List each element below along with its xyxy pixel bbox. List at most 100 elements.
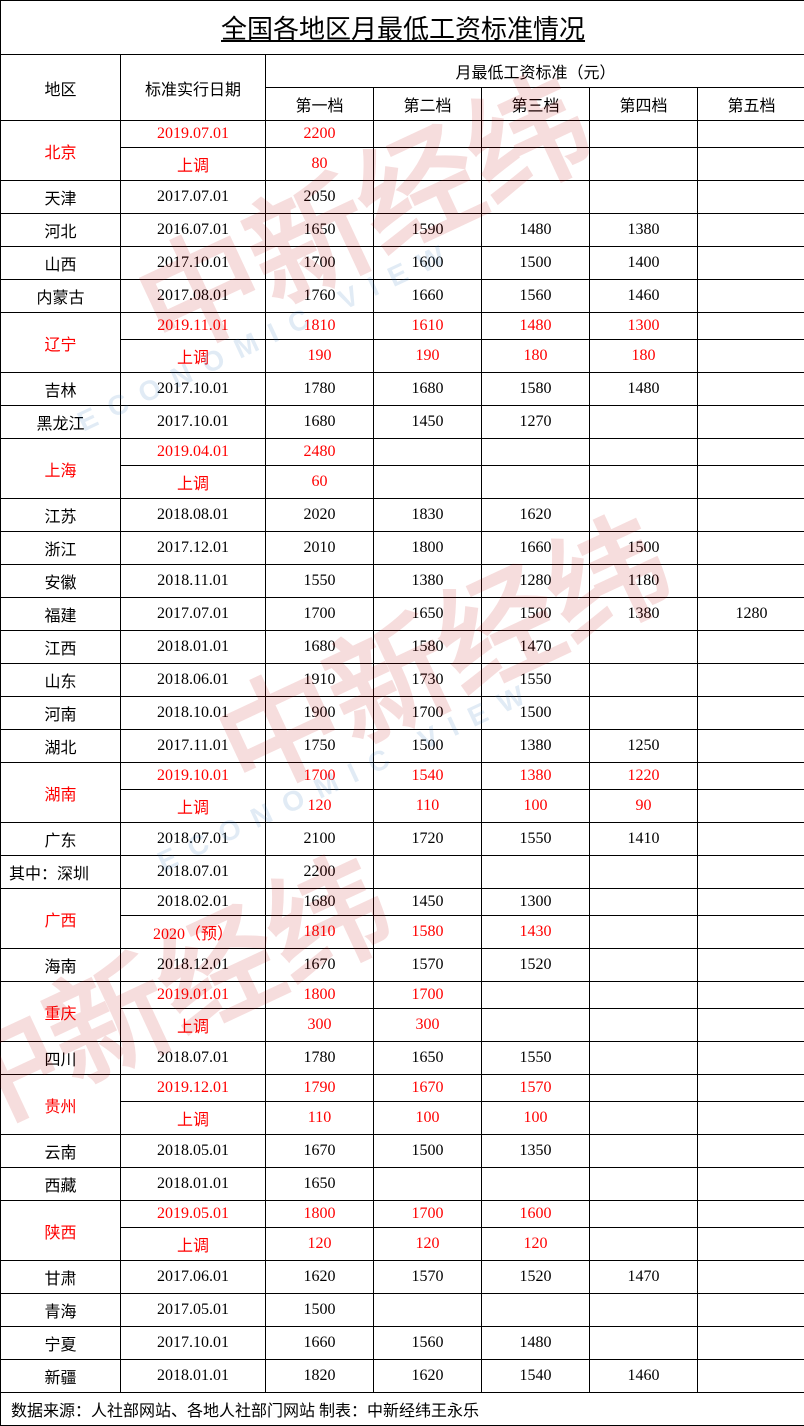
tier-cell <box>698 121 804 148</box>
table-row: 重庆2019.01.0118001700 <box>1 982 804 1009</box>
tier-cell: 1480 <box>482 313 590 340</box>
region-cell: 甘肃 <box>1 1261 121 1294</box>
table-row: 山西2017.10.011700160015001400 <box>1 247 804 280</box>
tier-cell: 1300 <box>482 889 590 916</box>
tier-cell: 1790 <box>266 1075 374 1102</box>
header-row-1: 地区 标准实行日期 月最低工资标准（元） <box>1 55 804 88</box>
tier-cell: 1810 <box>266 313 374 340</box>
tier-cell: 1780 <box>266 1042 374 1075</box>
tier-cell: 1580 <box>374 916 482 949</box>
tier-cell: 1620 <box>374 1360 482 1393</box>
region-cell: 内蒙古 <box>1 280 121 313</box>
table-row: 宁夏2017.10.01166015601480 <box>1 1327 804 1360</box>
tier-cell <box>698 916 804 949</box>
region-cell: 青海 <box>1 1294 121 1327</box>
region-cell: 西藏 <box>1 1168 121 1201</box>
tier-cell: 1540 <box>482 1360 590 1393</box>
tier-cell: 180 <box>482 340 590 373</box>
tier-cell <box>374 181 482 214</box>
tier-cell <box>698 214 804 247</box>
tier-cell <box>482 466 590 499</box>
tier-cell <box>374 148 482 181</box>
tier-cell: 1620 <box>482 499 590 532</box>
table-row: 贵州2019.12.01179016701570 <box>1 1075 804 1102</box>
tier-cell <box>374 439 482 466</box>
header-tier-3: 第三档 <box>482 88 590 121</box>
table-row: 内蒙古2017.08.011760166015601460 <box>1 280 804 313</box>
tier-cell: 1580 <box>482 373 590 406</box>
region-cell: 浙江 <box>1 532 121 565</box>
table-row: 河北2016.07.011650159014801380 <box>1 214 804 247</box>
tier-cell <box>482 856 590 889</box>
tier-cell <box>698 856 804 889</box>
tier-cell <box>698 439 804 466</box>
tier-cell: 300 <box>374 1009 482 1042</box>
tier-cell: 1670 <box>266 1135 374 1168</box>
table-row: 浙江2017.12.012010180016601500 <box>1 532 804 565</box>
region-cell: 天津 <box>1 181 121 214</box>
tier-cell: 120 <box>374 1228 482 1261</box>
date-cell: 上调 <box>121 340 266 373</box>
tier-cell: 100 <box>482 790 590 823</box>
tier-cell: 1380 <box>374 565 482 598</box>
footer-row: 数据来源：人社部网站、各地人社部门网站 制表：中新经纬王永乐 <box>1 1393 804 1426</box>
tier-cell: 1380 <box>482 763 590 790</box>
table-row: 福建2017.07.0117001650150013801280 <box>1 598 804 631</box>
tier-cell: 1480 <box>482 214 590 247</box>
tier-cell: 1700 <box>374 1201 482 1228</box>
table-row: 上调120120120 <box>1 1228 804 1261</box>
tier-cell: 1800 <box>266 982 374 1009</box>
tier-cell <box>698 1261 804 1294</box>
tier-cell: 1520 <box>482 1261 590 1294</box>
tier-cell: 1830 <box>374 499 482 532</box>
tier-cell <box>590 1294 698 1327</box>
tier-cell <box>698 1075 804 1102</box>
tier-cell: 110 <box>266 1102 374 1135</box>
region-cell: 云南 <box>1 1135 121 1168</box>
date-cell: 2018.11.01 <box>121 565 266 598</box>
tier-cell <box>482 982 590 1009</box>
tier-cell: 60 <box>266 466 374 499</box>
header-tier-5: 第五档 <box>698 88 804 121</box>
tier-cell: 1280 <box>698 598 804 631</box>
date-cell: 2018.02.01 <box>121 889 266 916</box>
date-cell: 2020（预） <box>121 916 266 949</box>
table-row: 上调60 <box>1 466 804 499</box>
tier-cell: 1460 <box>590 280 698 313</box>
date-cell: 2019.12.01 <box>121 1075 266 1102</box>
tier-cell <box>698 823 804 856</box>
region-cell: 河南 <box>1 697 121 730</box>
region-cell: 重庆 <box>1 982 121 1042</box>
tier-cell <box>482 181 590 214</box>
table-row: 上调12011010090 <box>1 790 804 823</box>
date-cell: 2017.05.01 <box>121 1294 266 1327</box>
table-title: 全国各地区月最低工资标准情况 <box>1 1 804 55</box>
table-row: 安徽2018.11.011550138012801180 <box>1 565 804 598</box>
tier-cell: 1810 <box>266 916 374 949</box>
tier-cell: 1700 <box>374 697 482 730</box>
header-date: 标准实行日期 <box>121 55 266 121</box>
tier-cell <box>482 121 590 148</box>
table-row: 广东2018.07.012100172015501410 <box>1 823 804 856</box>
table-row: 上调300300 <box>1 1009 804 1042</box>
tier-cell: 1450 <box>374 889 482 916</box>
date-cell: 上调 <box>121 790 266 823</box>
date-cell: 上调 <box>121 1228 266 1261</box>
tier-cell <box>590 664 698 697</box>
tier-cell: 1680 <box>266 406 374 439</box>
tier-cell <box>482 1294 590 1327</box>
table-row: 陕西2019.05.01180017001600 <box>1 1201 804 1228</box>
tier-cell <box>590 631 698 664</box>
table-row: 云南2018.05.01167015001350 <box>1 1135 804 1168</box>
tier-cell: 1600 <box>374 247 482 280</box>
tier-cell: 1760 <box>266 280 374 313</box>
date-cell: 2018.01.01 <box>121 1360 266 1393</box>
tier-cell: 1500 <box>374 730 482 763</box>
tier-cell: 1700 <box>374 982 482 1009</box>
date-cell: 2018.07.01 <box>121 823 266 856</box>
tier-cell: 1350 <box>482 1135 590 1168</box>
tier-cell <box>698 790 804 823</box>
tier-cell: 1670 <box>374 1075 482 1102</box>
tier-cell <box>698 247 804 280</box>
tier-cell: 1610 <box>374 313 482 340</box>
